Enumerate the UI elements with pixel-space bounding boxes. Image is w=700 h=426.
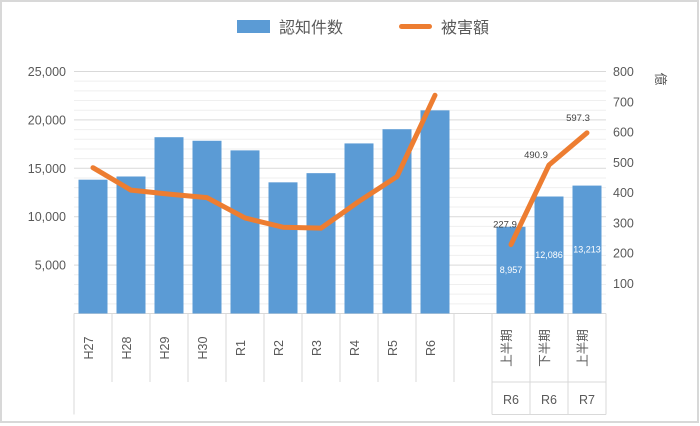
category-label: R4 xyxy=(348,340,362,356)
category-group-label: R6 xyxy=(503,393,519,407)
category-group-label: R7 xyxy=(579,393,595,407)
left-axis-tick-label: 10,000 xyxy=(28,210,66,224)
category-group-label: R6 xyxy=(541,393,557,407)
line-data-label: 227.9 xyxy=(493,220,517,231)
category-label: H27 xyxy=(82,336,96,359)
category-label: 下半期 xyxy=(538,329,552,367)
category-label: R2 xyxy=(272,340,286,356)
line-series[interactable] xyxy=(90,92,438,231)
legend-label-line-series: 被害額 xyxy=(441,20,490,37)
left-axis-tick-label: 15,000 xyxy=(28,162,66,176)
line-series[interactable] xyxy=(508,130,590,248)
legend-label-bar-series: 認知件数 xyxy=(278,20,343,37)
right-axis-tick-label: 700 xyxy=(613,95,634,109)
bar[interactable] xyxy=(78,179,108,314)
category-label: 上半期 xyxy=(500,329,514,367)
right-axis-tick-label: 300 xyxy=(613,216,634,230)
left-axis-tick-label: 5,000 xyxy=(35,259,66,273)
bar[interactable] xyxy=(534,196,564,314)
bar[interactable] xyxy=(154,137,184,314)
left-axis-tick-label: 20,000 xyxy=(28,113,66,127)
legend-item-line-series[interactable]: 被害額 xyxy=(399,14,489,38)
right-axis-tick-label: 600 xyxy=(613,126,634,140)
category-label: H28 xyxy=(120,336,134,359)
right-axis-tick-label: 400 xyxy=(613,186,634,200)
bar[interactable] xyxy=(230,150,260,314)
line-series-swatch-icon xyxy=(399,23,432,29)
bar[interactable] xyxy=(344,143,374,314)
line-data-label: 490.9 xyxy=(524,150,548,161)
right-axis-tick-label: 200 xyxy=(613,247,634,261)
bar[interactable] xyxy=(192,140,222,314)
bar[interactable] xyxy=(116,176,146,314)
right-axis-title: 億 xyxy=(653,72,668,85)
category-label: R1 xyxy=(234,340,248,356)
category-label: R3 xyxy=(310,340,324,356)
category-label: R6 xyxy=(424,340,438,356)
chart-legend: 認知件数 被害額 xyxy=(0,14,700,38)
right-axis-tick-label: 100 xyxy=(613,277,634,291)
bar-data-label: 8,957 xyxy=(500,265,523,275)
right-axis-tick-label: 800 xyxy=(613,65,634,79)
bar[interactable] xyxy=(268,182,298,314)
bar-data-label: 12,086 xyxy=(535,250,563,260)
legend-item-bar-series[interactable]: 認知件数 xyxy=(236,14,343,38)
bar[interactable] xyxy=(420,110,450,314)
category-label: H30 xyxy=(196,336,210,359)
bar[interactable] xyxy=(572,185,602,314)
left-axis-tick-label: 25,000 xyxy=(28,65,66,79)
bar-data-label: 13,213 xyxy=(573,245,601,255)
bar-series-swatch-icon xyxy=(236,19,270,33)
bar[interactable] xyxy=(306,173,336,314)
category-label: R5 xyxy=(386,340,400,356)
category-label: 上半期 xyxy=(576,329,590,367)
category-label: H29 xyxy=(158,336,172,359)
right-axis-tick-label: 500 xyxy=(613,156,634,170)
line-data-label: 597.3 xyxy=(566,113,590,124)
